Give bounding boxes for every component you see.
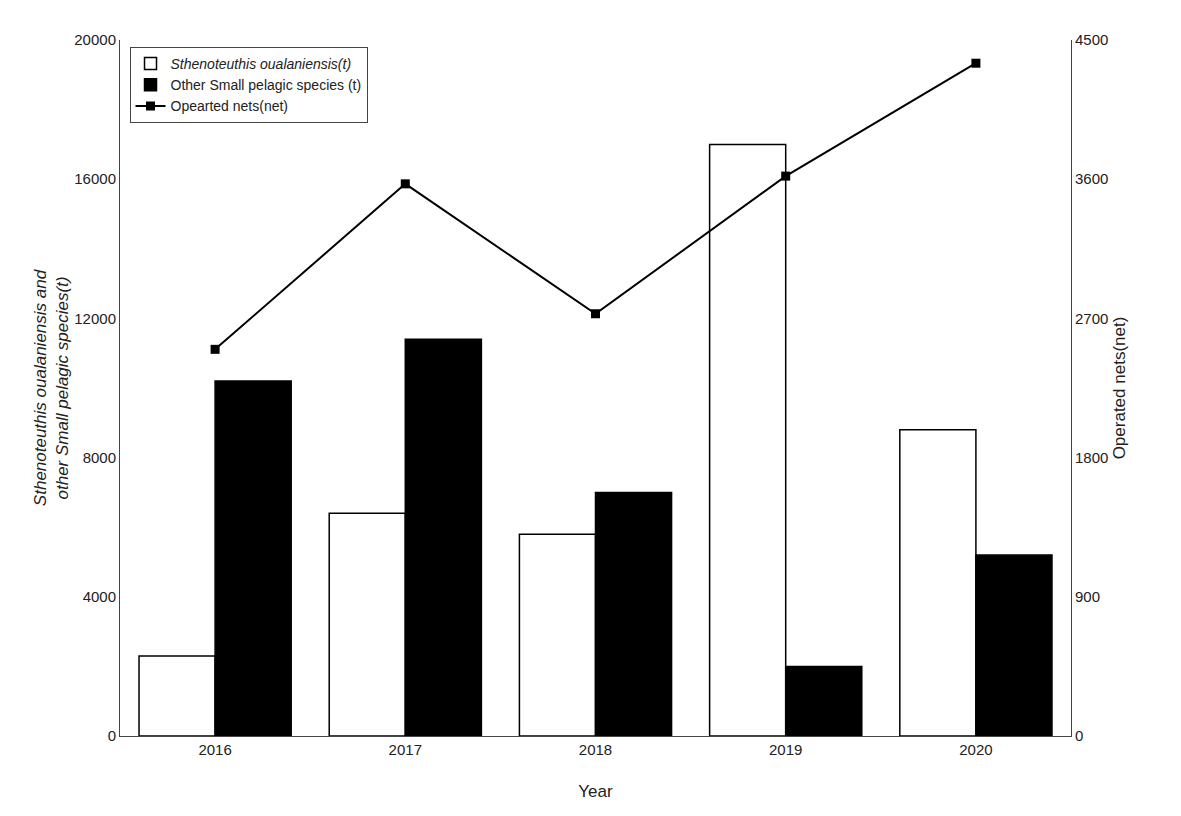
svg-text:Operated nets(net): Operated nets(net)	[1110, 317, 1129, 460]
svg-text:8000: 8000	[83, 449, 116, 466]
svg-text:2017: 2017	[389, 741, 422, 758]
svg-text:Year: Year	[578, 782, 613, 801]
svg-text:16000: 16000	[74, 170, 116, 187]
svg-text:Sthenoteuthis oualaniensis(t): Sthenoteuthis oualaniensis(t)	[171, 56, 352, 72]
svg-text:20000: 20000	[74, 31, 116, 48]
svg-text:Opearted nets(net): Opearted nets(net)	[171, 98, 289, 114]
svg-text:2016: 2016	[198, 741, 231, 758]
svg-text:Sthenoteuthis oualaniensis and: Sthenoteuthis oualaniensis andother Smal…	[31, 269, 72, 506]
svg-text:0: 0	[1075, 727, 1083, 744]
svg-text:3600: 3600	[1075, 170, 1108, 187]
svg-text:2020: 2020	[959, 741, 992, 758]
svg-text:0: 0	[108, 727, 116, 744]
svg-text:12000: 12000	[74, 310, 116, 327]
svg-text:2700: 2700	[1075, 310, 1108, 327]
svg-text:Other Small pelagic species (t: Other Small pelagic species (t)	[171, 77, 362, 93]
svg-text:900: 900	[1075, 588, 1100, 605]
svg-text:1800: 1800	[1075, 449, 1108, 466]
svg-text:4000: 4000	[83, 588, 116, 605]
svg-text:4500: 4500	[1075, 31, 1108, 48]
svg-text:2018: 2018	[579, 741, 612, 758]
svg-text:2019: 2019	[769, 741, 802, 758]
